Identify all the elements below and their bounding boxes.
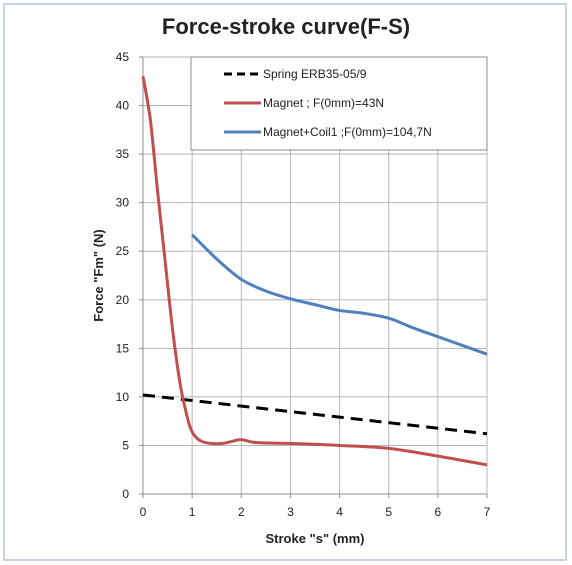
x-tick-label: 5 [385,505,392,519]
y-tick-label: 25 [116,244,130,258]
magnet-coil-series-line [191,233,488,356]
x-tick-label: 4 [336,505,343,519]
series-lines [141,76,488,467]
y-tick-label: 10 [116,390,130,404]
legend: Spring ERB35-05/9 Magnet ; F(0mm)=43N Magn… [190,56,488,151]
y-tick-label: 20 [116,293,130,307]
y-tick-label: 45 [116,50,130,64]
legend-item-magnet-coil-label: Magnet+Coil1 ;F(0mm)=104,7N [263,125,432,139]
y-tick-label: 30 [116,196,130,210]
x-tick-label: 0 [140,505,147,519]
y-tick-label: 5 [122,438,129,452]
axes [139,56,488,498]
legend-item-magnet-label: Magnet ; F(0mm)=43N [263,96,384,110]
x-tick-label: 6 [435,505,442,519]
chart-title: Force-stroke curve(F-S) [161,14,411,39]
y-tick-label: 0 [122,487,129,501]
y-tick-label: 15 [116,341,130,355]
y-tick-label: 40 [116,99,130,113]
x-tick-label: 1 [189,505,196,519]
x-axis-label: Stroke "s" (mm) [265,531,364,546]
x-tick-label: 3 [287,505,294,519]
x-tick-labels: 0 1 2 3 4 5 6 7 [140,505,491,519]
y-tick-label: 35 [116,147,130,161]
y-axis-label: Force "Fm" (N) [91,229,106,322]
x-tick-label: 2 [238,505,245,519]
x-tick-label: 7 [484,505,491,519]
y-tick-labels: 0 5 10 15 20 25 30 35 40 45 [116,50,130,501]
spring-series-line [142,393,488,436]
magnet-series-line [141,76,488,467]
legend-item-spring-label: Spring ERB35-05/9 [263,67,367,81]
